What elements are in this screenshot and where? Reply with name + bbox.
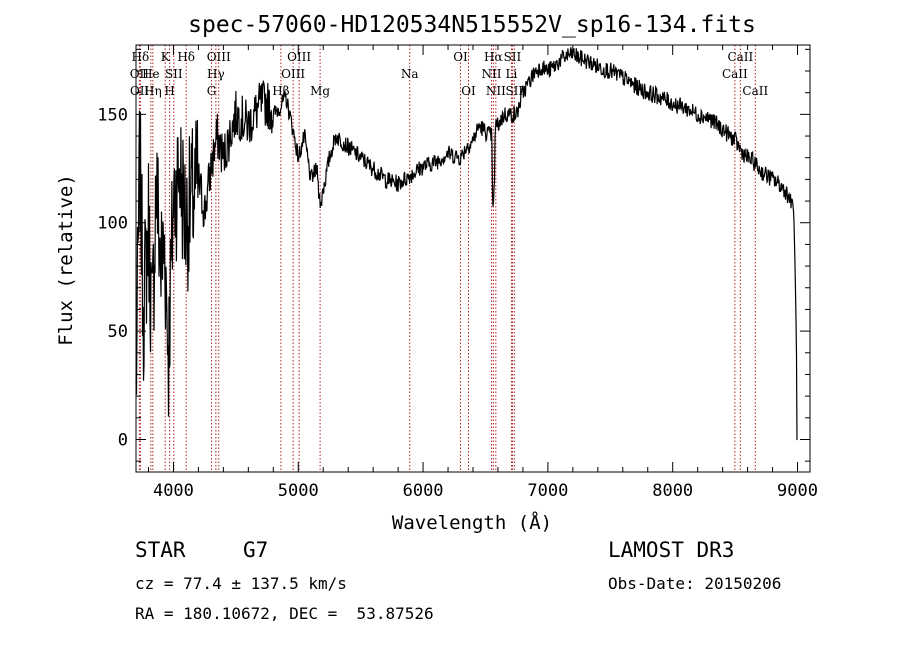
line-label: OI [453,50,468,64]
line-label: SII [165,67,183,81]
x-tick-label: 5000 [278,481,319,501]
line-label: Hη [144,84,162,98]
line-label: CaII [742,84,768,98]
obs-date: Obs-Date: 20150206 [608,574,782,593]
line-label: H [164,84,174,98]
x-tick-label: 8000 [652,481,693,501]
line-label: OI [461,84,476,98]
line-label: He [142,67,160,81]
y-tick-label: 150 [97,105,128,125]
y-tick-label: 0 [118,430,128,450]
line-label: OIII [287,50,311,64]
line-label: SII [505,84,523,98]
survey-name: LAMOST DR3 [608,538,735,562]
coordinates: RA = 180.10672, DEC = 53.87526 [135,604,434,623]
object-subclass: G7 [243,538,269,562]
line-label: Hα [484,50,503,64]
x-tick-label: 7000 [527,481,568,501]
x-tick-label: 9000 [777,481,818,501]
x-tick-label: 4000 [153,481,194,501]
line-label: Mg [310,84,330,98]
line-label: Hδ [177,50,195,64]
redshift-info: cz = 77.4 ± 137.5 km/s [135,574,347,593]
plot-frame [135,44,811,473]
line-label: K [161,50,171,64]
line-label: OII [130,84,150,98]
line-label: CaII [727,50,753,64]
line-label: OII [130,67,150,81]
spectrum-line [135,47,798,441]
line-label: NII [481,67,501,81]
line-label: OIII [207,50,231,64]
x-axis-label: Wavelength (Å) [392,511,552,534]
line-label: Na [401,67,419,81]
y-axis-label: Flux (relative) [55,174,77,346]
line-label: CaII [722,67,748,81]
line-label: Hδ [132,50,150,64]
y-tick-label: 100 [97,214,128,234]
line-label: Li [506,67,518,81]
spectrum-chart: spec-57060-HD120534N515552V_sp16-134.fit… [55,12,818,534]
line-markers [138,45,756,472]
y-axis: 0 50 100 150 [97,48,810,462]
y-tick-label: 50 [108,322,128,342]
line-label: G [207,84,217,98]
x-axis: 4000 5000 6000 7000 8000 9000 [147,45,818,501]
chart-title: spec-57060-HD120534N515552V_sp16-134.fit… [188,12,756,38]
line-label: Hβ [272,84,289,98]
line-label: SII [504,50,522,64]
line-label: NII [486,84,506,98]
line-label: OIII [281,67,305,81]
line-label: Hγ [207,67,225,81]
object-class: STAR [135,538,186,562]
x-tick-label: 6000 [403,481,444,501]
